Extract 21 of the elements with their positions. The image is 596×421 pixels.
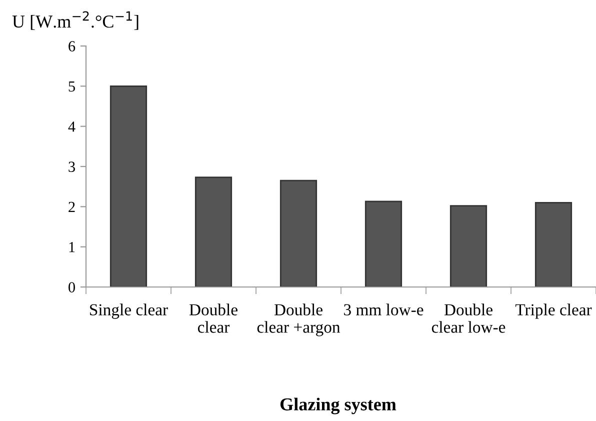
y-tick-label: 0 (68, 282, 75, 292)
y-axis-title: U [W.m$^{−2}$.°C$^{−1}$] (12, 11, 138, 30)
y-tick-label: 6 (68, 41, 76, 52)
x-tick-label: Double clear low-e (432, 304, 506, 333)
bar (280, 180, 318, 287)
x-axis-title: Glazing system (280, 398, 396, 414)
y-tick-label: 5 (68, 81, 75, 92)
x-tick-label: Triple clear (515, 304, 592, 319)
bar (194, 176, 232, 287)
bar (364, 200, 402, 287)
bar (110, 85, 148, 287)
y-tick-label: 1 (69, 242, 75, 252)
x-tick-label: Double clear +argon (257, 304, 340, 336)
bar (450, 205, 488, 287)
x-tick-label: Double clear (189, 304, 238, 333)
x-tick-label: Single clear (90, 304, 168, 319)
y-tick-label: 2 (68, 202, 75, 212)
y-tick-label: 4 (68, 122, 76, 132)
bar (534, 202, 572, 287)
y-tick-label: 3 (68, 162, 75, 172)
x-tick-label: 3 mm low-e (344, 304, 424, 316)
